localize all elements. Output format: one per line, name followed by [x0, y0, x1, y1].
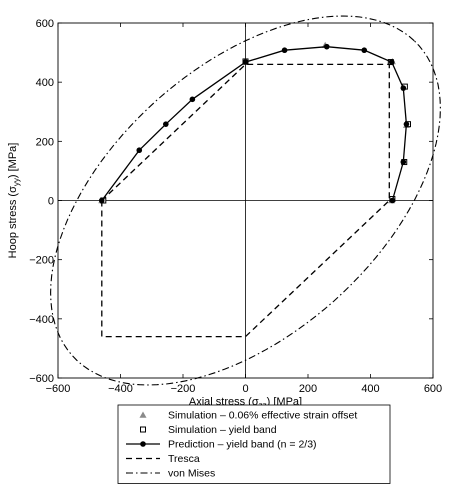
series-2-point-11 [400, 159, 407, 165]
x-tick-label-1: −400 [108, 383, 133, 395]
legend: Simulation – 0.06% effective strain offs… [117, 404, 391, 484]
series-2-point-1 [136, 147, 143, 154]
x-tick-label-6: 600 [424, 383, 442, 395]
legend-label-1: Simulation – yield band [168, 424, 277, 436]
legend-entry-1: Simulation – yield band [140, 424, 277, 436]
von-mises-curve [50, 15, 441, 386]
legend-label-2: Prediction – yield band (n = 2/3) [168, 439, 317, 451]
series-2-point-10 [403, 121, 410, 127]
series-2-point-6 [323, 43, 330, 50]
series-2-point-7 [361, 47, 368, 54]
y-tick-label-0: −600 [29, 373, 54, 385]
legend-marker-1 [140, 426, 146, 433]
x-tick-label-5: 400 [361, 383, 379, 395]
legend-label-3: Tresca [168, 453, 200, 465]
series-2 [98, 43, 410, 204]
x-tick-label-0: −600 [46, 383, 71, 395]
legend-entry-4: von Mises [126, 468, 215, 480]
y-tick-label-2: −200 [29, 255, 54, 267]
series-2-point-4 [242, 59, 249, 65]
legend-marker-0 [139, 411, 147, 418]
series-2-point-3 [189, 96, 196, 103]
series-2-point-9 [400, 85, 407, 91]
legend-entry-3: Tresca [126, 453, 200, 465]
legend-entry-2: Prediction – yield band (n = 2/3) [126, 439, 317, 451]
y-tick-label-5: 400 [36, 77, 54, 89]
legend-entry-0: Simulation – 0.06% effective strain offs… [139, 410, 357, 422]
series-2-point-5 [281, 47, 288, 54]
legend-box [117, 404, 391, 484]
y-tick-label-6: 600 [36, 18, 54, 30]
legend-label-4: von Mises [168, 468, 215, 480]
x-tick-label-4: 200 [299, 383, 317, 395]
series-2-point-2 [163, 121, 169, 127]
x-tick-label-2: −200 [171, 383, 196, 395]
y-tick-label-4: 200 [36, 136, 54, 148]
series-2-point-8 [388, 59, 395, 65]
legend-label-0: Simulation – 0.06% effective strain offs… [168, 410, 357, 422]
plot-area [50, 15, 441, 386]
x-tick-label-3: 0 [242, 383, 248, 395]
legend-marker-2 [140, 441, 146, 447]
y-tick-label-3: 0 [48, 196, 54, 208]
y-tick-label-1: −400 [29, 314, 54, 326]
series-2-point-12 [389, 197, 396, 204]
y-axis-label: Hoop stress (σyy) [MPa] [7, 143, 21, 259]
